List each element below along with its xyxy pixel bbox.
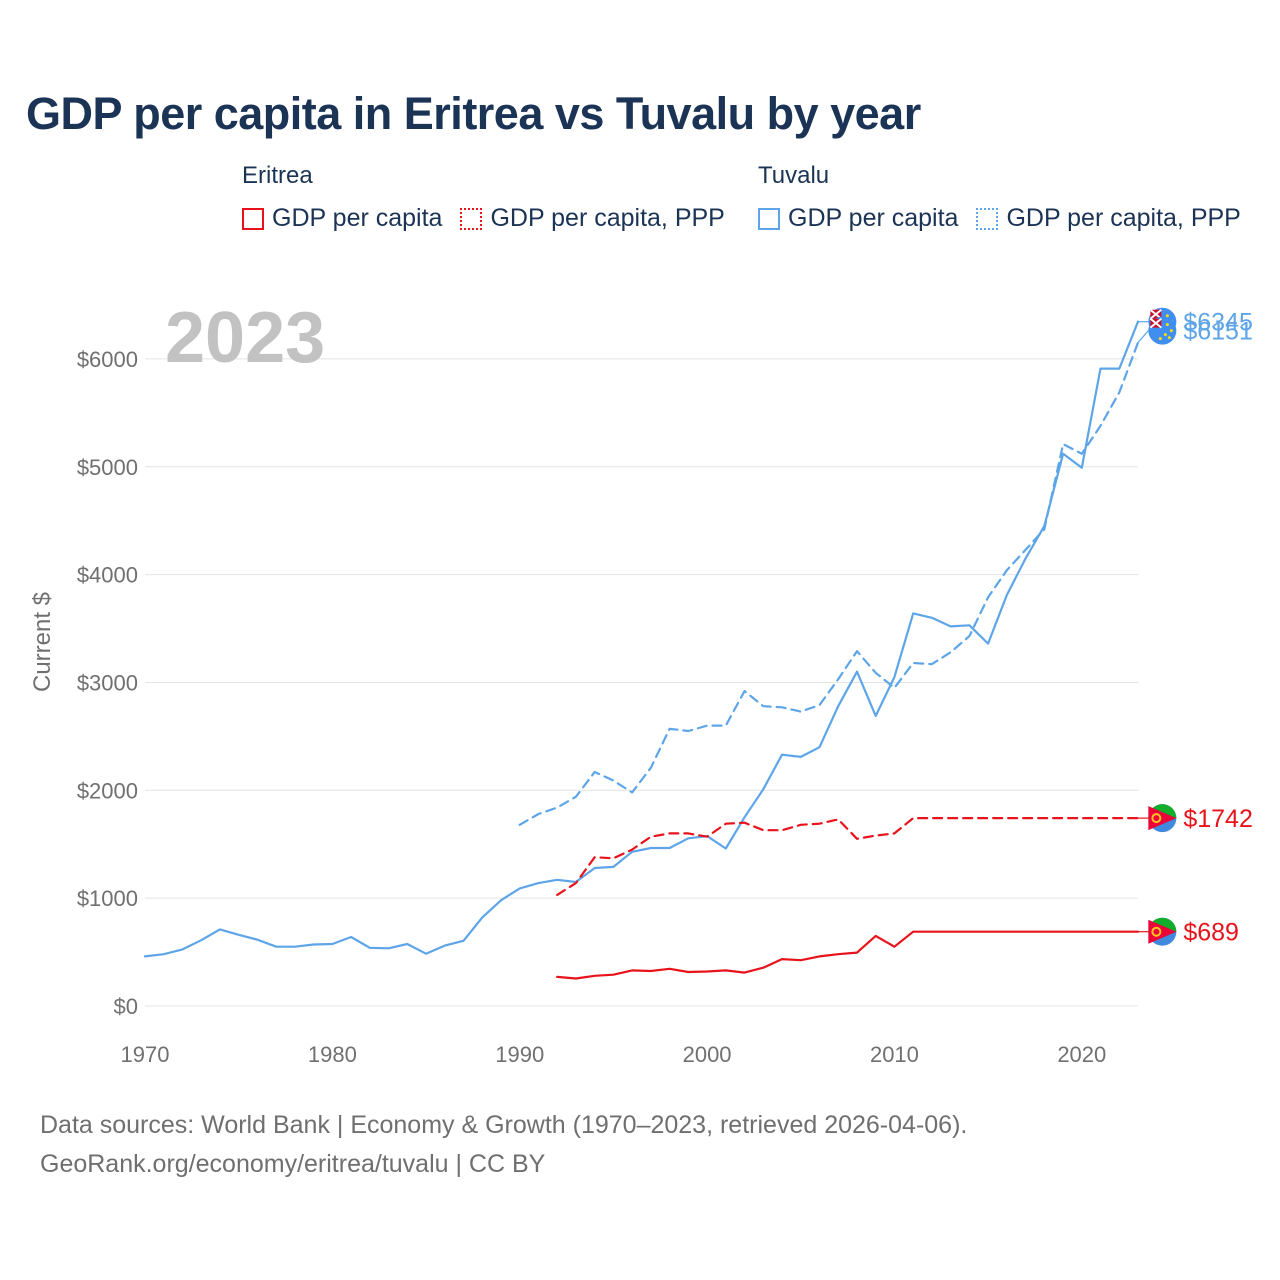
series-lines	[143, 320, 1140, 980]
end-value-label: $6151	[1183, 318, 1253, 346]
series-line-3	[556, 930, 1140, 980]
x-tick-label: 2010	[870, 1042, 919, 1067]
legend-swatch-solid	[758, 207, 780, 230]
legend-item-label: GDP per capita, PPP	[490, 204, 725, 232]
flag-star	[1158, 337, 1162, 341]
legend-item-label: GDP per capita	[788, 204, 959, 232]
legend-item-tuvalu-gdp[interactable]: GDP per capita	[758, 204, 958, 233]
flag-red-triangle	[1148, 919, 1177, 944]
legend-group-tuvalu: Tuvalu GDP per capita GDP per capita, PP…	[758, 162, 1241, 233]
series-line-2	[556, 816, 1140, 897]
series-line-1	[518, 341, 1140, 826]
x-axis-ticks: 1970 1980 1990 2000 2010 2020	[121, 1042, 1107, 1067]
x-tick-label: 1970	[121, 1042, 170, 1067]
x-tick-label: 2000	[683, 1042, 732, 1067]
y-tick-label: $0	[114, 994, 138, 1019]
eritrea-flag-icon	[1148, 804, 1177, 833]
y-tick-label: $6000	[77, 347, 138, 372]
end-value-label: $1742	[1183, 805, 1253, 833]
x-tick-label: 1980	[308, 1042, 357, 1067]
flag-cross	[1149, 317, 1162, 329]
y-tick-label: $2000	[77, 778, 138, 803]
legend-group-eritrea: Eritrea GDP per capita GDP per capita, P…	[242, 162, 743, 233]
y-tick-label: $3000	[77, 670, 138, 695]
footer: Data sources: World Bank | Economy & Gro…	[40, 1106, 967, 1184]
legend-item-label: GDP per capita, PPP	[1006, 204, 1241, 232]
flag-star	[1163, 333, 1167, 337]
footer-source: Data sources: World Bank | Economy & Gro…	[40, 1111, 968, 1139]
end-value-label: $689	[1183, 919, 1239, 947]
flag-star	[1167, 336, 1171, 340]
flag-star	[1165, 314, 1169, 318]
y-axis-label: Current $	[29, 592, 56, 692]
legend-group-label: Tuvalu	[758, 162, 830, 189]
y-axis-ticks: $0 $1000 $2000 $3000 $4000 $5000 $6000	[77, 347, 138, 1019]
legend-swatch-dotted	[976, 207, 999, 230]
flag-emblem	[1151, 926, 1162, 937]
legend-item-tuvalu-gdp-ppp[interactable]: GDP per capita, PPP	[976, 204, 1241, 233]
end-value-label: $6345	[1183, 309, 1253, 337]
year-label: 2023	[165, 298, 325, 378]
legend-group-label: Eritrea	[242, 162, 313, 189]
legend-item-eritrea-gdp-ppp[interactable]: GDP per capita, PPP	[460, 204, 725, 233]
series-line-0	[143, 320, 1140, 958]
end-connector	[1137, 330, 1149, 344]
flag-emblem	[1151, 813, 1162, 824]
chart-title: GDP per capita in Eritrea vs Tuvalu by y…	[26, 88, 921, 139]
tuvalu-flag-icon	[1148, 316, 1177, 345]
grid-lines	[145, 358, 1138, 1007]
end-markers: $6345$6151 $1742 $689	[1137, 307, 1253, 947]
x-tick-label: 1990	[495, 1042, 544, 1067]
y-tick-label: $5000	[77, 455, 138, 480]
flag-star	[1169, 329, 1173, 333]
y-tick-label: $4000	[77, 563, 138, 588]
flag-star	[1165, 323, 1169, 327]
x-tick-label: 2020	[1057, 1042, 1106, 1067]
flag-red-triangle	[1148, 806, 1177, 831]
legend-item-label: GDP per capita	[272, 204, 443, 232]
y-tick-label: $1000	[77, 886, 138, 911]
legend-swatch-solid	[242, 207, 264, 230]
footer-link[interactable]: GeoRank.org/economy/eritrea/tuvalu | CC …	[40, 1150, 546, 1178]
legend-item-eritrea-gdp[interactable]: GDP per capita	[242, 204, 442, 233]
legend-swatch-dotted	[460, 207, 483, 230]
eritrea-flag-icon	[1148, 917, 1177, 946]
